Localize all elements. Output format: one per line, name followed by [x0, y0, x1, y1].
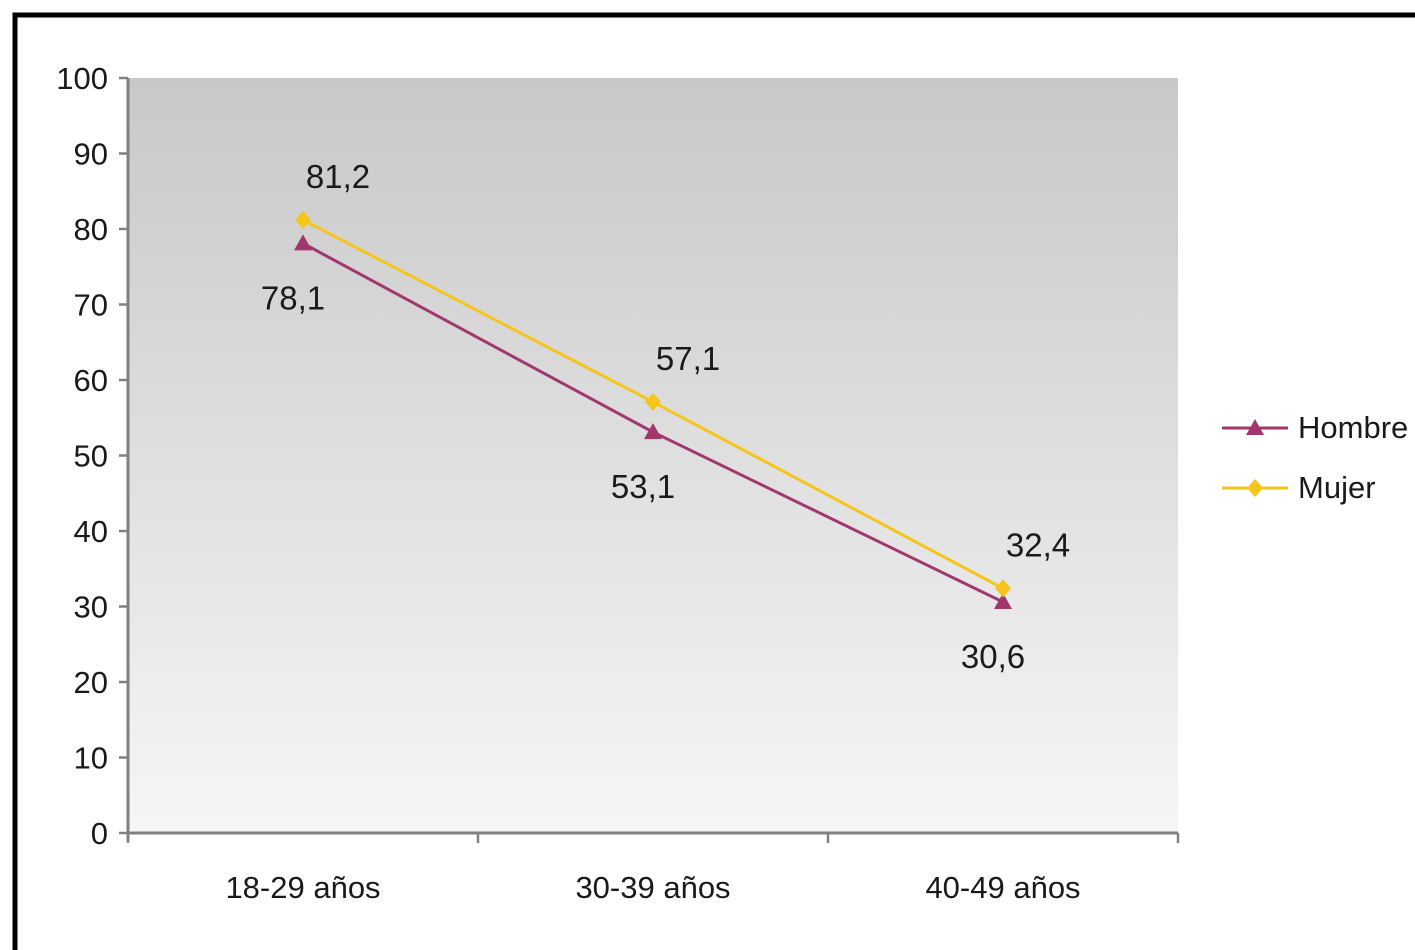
data-label: 53,1: [611, 468, 675, 505]
y-tick-label: 70: [74, 288, 108, 323]
x-axis: 18-29 años 30-39 años 40-49 años: [126, 831, 1180, 905]
y-tick-label: 0: [91, 816, 108, 851]
y-tick-label: 60: [74, 363, 108, 398]
y-tick-label: 50: [74, 439, 108, 474]
y-tick-label: 20: [74, 665, 108, 700]
legend: Hombre Mujer: [1222, 410, 1408, 505]
data-label: 30,6: [961, 638, 1025, 675]
series-layer: [294, 210, 1012, 609]
data-labels: 78,1 53,1 30,6 81,2 57,1 32,4: [261, 158, 1070, 675]
legend-item-hombre: Hombre: [1222, 410, 1408, 445]
y-tick-label: 30: [74, 590, 108, 625]
data-point: [995, 579, 1011, 598]
data-label: 78,1: [261, 279, 325, 316]
x-tick-label: 30-39 años: [575, 870, 730, 905]
data-point: [645, 392, 661, 411]
legend-item-mujer: Mujer: [1222, 470, 1376, 505]
y-tick-label: 40: [74, 514, 108, 549]
plot-area: [128, 78, 1178, 833]
data-point: [644, 423, 662, 440]
data-point: [294, 234, 312, 251]
series-hombre: [294, 234, 1012, 609]
series-mujer: [295, 210, 1011, 598]
x-tick-label: 40-49 años: [925, 870, 1080, 905]
data-point: [994, 592, 1012, 609]
y-tick-label: 10: [74, 741, 108, 776]
y-axis: 0 10 20 30 40 50 60 70 80 90 100: [56, 61, 130, 851]
y-tick-label: 100: [56, 61, 108, 96]
legend-label: Hombre: [1298, 410, 1408, 445]
x-tick-label: 18-29 años: [225, 870, 380, 905]
legend-marker: [1246, 419, 1264, 435]
data-label: 32,4: [1006, 526, 1070, 563]
data-label: 57,1: [656, 340, 720, 377]
y-tick-label: 90: [74, 137, 108, 172]
data-label: 81,2: [306, 158, 370, 195]
y-tick-label: 80: [74, 212, 108, 247]
data-point: [295, 210, 311, 229]
legend-marker: [1247, 479, 1263, 497]
legend-label: Mujer: [1298, 470, 1376, 505]
